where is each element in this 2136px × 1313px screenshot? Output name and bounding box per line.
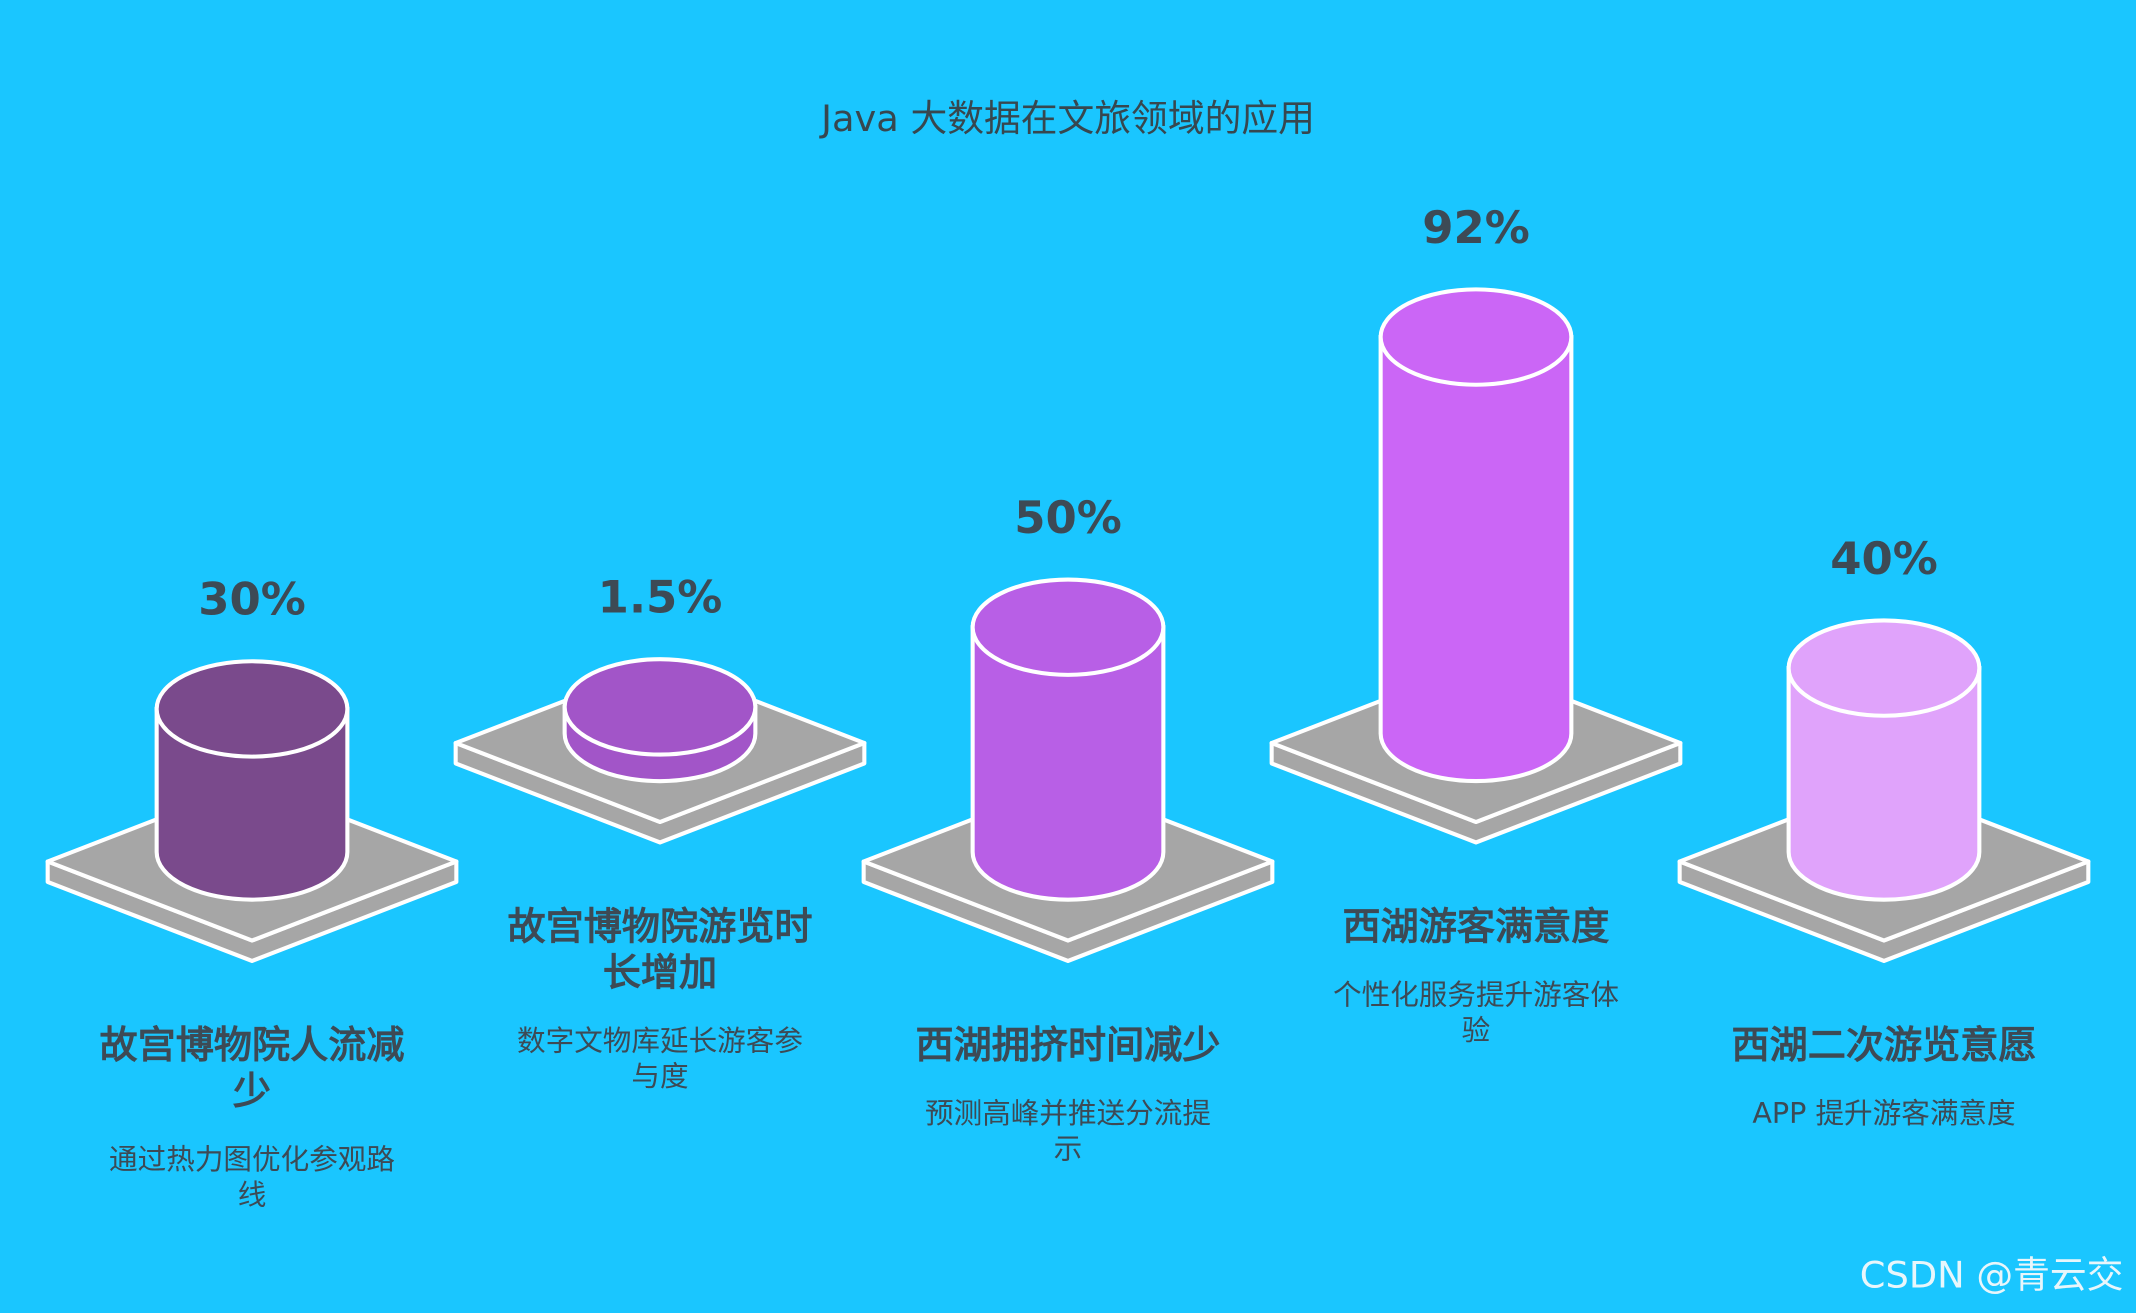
- description: 数字文物库延长游客参与度: [517, 1024, 803, 1093]
- bar-top: [1378, 287, 1574, 387]
- bar: [1378, 335, 1574, 784]
- category-label: 故宫博物院人流减少: [100, 1022, 405, 1112]
- bar-top: [154, 659, 350, 759]
- value-label: 40%: [1830, 532, 1938, 585]
- description: APP 提升游客满意度: [1752, 1096, 2015, 1130]
- bar: [970, 625, 1166, 902]
- bar: [154, 706, 350, 902]
- description: 个性化服务提升游客体验: [1333, 977, 1619, 1046]
- bar: [1786, 666, 1982, 902]
- bar-top: [970, 577, 1166, 677]
- bar-top: [1786, 618, 1982, 718]
- category-label: 西湖拥挤时间减少: [915, 1022, 1220, 1066]
- chart-title: Java 大数据在文旅领域的应用: [819, 97, 1315, 140]
- value-label: 92%: [1422, 201, 1530, 254]
- value-label: 30%: [198, 573, 306, 626]
- category-label: 故宫博物院游览时长增加: [507, 904, 812, 994]
- value-label: 1.5%: [598, 571, 723, 624]
- watermark: CSDN @青云交: [1860, 1254, 2124, 1297]
- description: 预测高峰并推送分流提示: [925, 1096, 1211, 1165]
- value-label: 50%: [1014, 491, 1122, 544]
- category-label: 西湖二次游览意愿: [1731, 1022, 2036, 1066]
- description: 通过热力图优化参观路线: [109, 1142, 395, 1211]
- category-label: 西湖游客满意度: [1343, 904, 1610, 948]
- bar-top: [562, 657, 758, 757]
